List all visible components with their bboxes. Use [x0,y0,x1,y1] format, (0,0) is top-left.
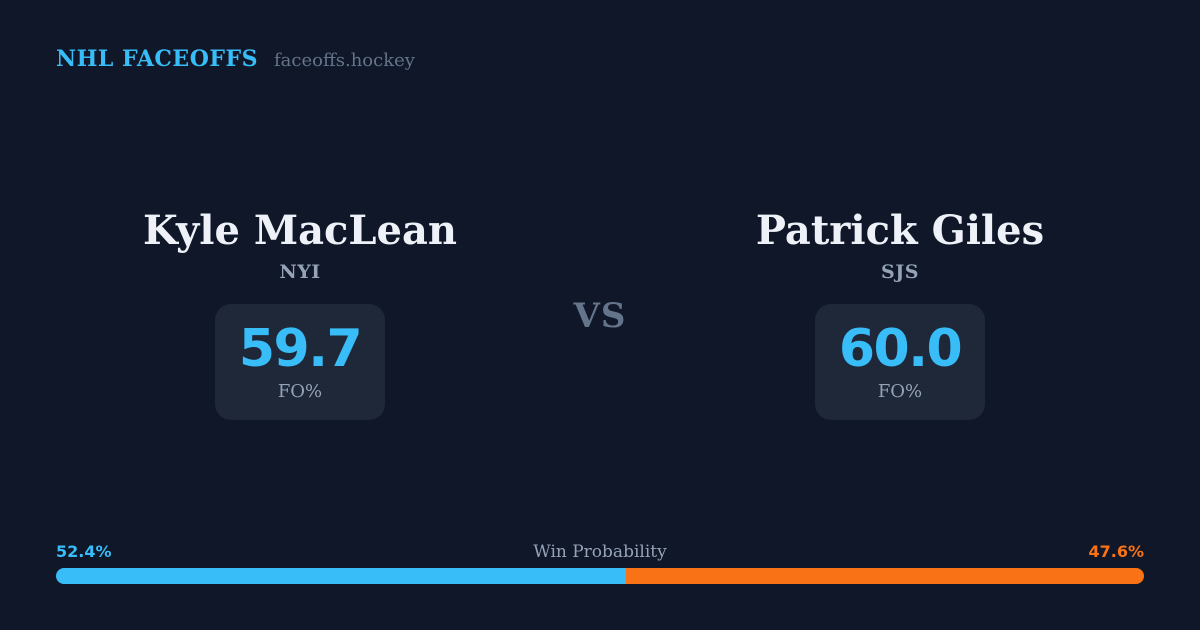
site-url: faceoffs.hockey [274,50,415,71]
stat-value-right: 60.0 [838,318,963,379]
player-team-left: NYI [279,261,321,283]
player-panel-right: Patrick Giles SJS 60.0 FO% [730,205,1070,420]
win-probability-segment-right [626,568,1144,584]
player-team-right: SJS [881,261,919,283]
stat-card-right: 60.0 FO% [815,304,985,420]
stat-label-right: FO% [877,380,923,402]
win-probability-left-value: 52.4% [56,542,112,561]
header: NHL FACEOFFS faceoffs.hockey [56,46,415,72]
player-panel-left: Kyle MacLean NYI 59.7 FO% [130,205,470,420]
win-probability-title: Win Probability [533,542,667,562]
stat-label-left: FO% [277,380,323,402]
player-name-right: Patrick Giles [755,207,1045,254]
win-probability-right-value: 47.6% [1088,542,1144,561]
stat-card-left: 59.7 FO% [215,304,385,420]
player-name-left: Kyle MacLean [143,207,457,254]
brand-title: NHL FACEOFFS [56,46,258,72]
stat-value-left: 59.7 [238,318,363,379]
win-probability-segment-left [56,568,627,584]
win-probability-labels: 52.4% Win Probability 47.6% [56,541,1144,563]
win-probability-bar [56,568,1144,584]
vs-label: VS [573,296,627,336]
